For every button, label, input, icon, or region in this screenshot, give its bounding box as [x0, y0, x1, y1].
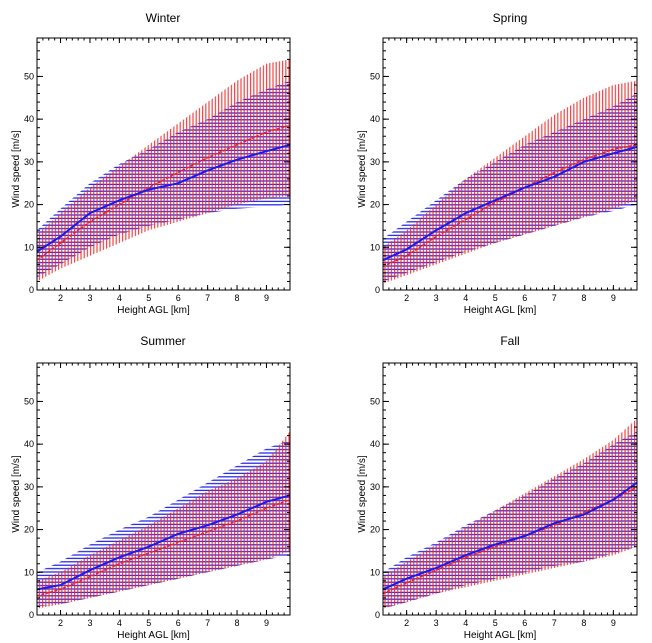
panel-spring: 2 3 4 5 6 7 8 9 0 10 20 30 40 50 Spring Height AGL [km]…: [357, 11, 638, 316]
x-tick-label: 2: [58, 293, 63, 303]
x-tick-label: 8: [235, 618, 240, 628]
x-tick-label: 3: [434, 618, 439, 628]
plot-area: [37, 431, 290, 609]
x-tick-label: 5: [146, 618, 151, 628]
y-tick-label: 10: [24, 242, 34, 252]
red-median-line: [37, 498, 290, 597]
y-tick-label: 40: [370, 114, 380, 124]
y-tick-label: 30: [24, 157, 34, 167]
y-axis-label: Wind speed [m/s]: [11, 130, 22, 207]
red-range-band: [37, 59, 290, 282]
axis-frame: [382, 362, 638, 616]
x-axis-label: Height AGL [km]: [117, 305, 190, 316]
axis-frame: [36, 37, 291, 291]
y-tick-label: 50: [370, 71, 380, 81]
x-tick-label: 3: [87, 618, 92, 628]
blue-median-line: [383, 145, 637, 262]
panel-winter: 2 3 4 5 6 7 8 9 0 10 20 30 40 50 Winter Height AGL [km]…: [11, 11, 291, 316]
x-axis-label: Height AGL [km]: [464, 630, 537, 641]
panel-summer: 2 3 4 5 6 7 8 9 0 10 20 30 40 50 Summer Height AGL [km]…: [11, 334, 291, 641]
x-tick-label: 5: [146, 293, 151, 303]
axis-frame: [36, 362, 291, 616]
x-tick-label: 2: [58, 618, 63, 628]
x-tick-label: 7: [552, 293, 557, 303]
plot-area: [383, 418, 637, 609]
y-axis-label: Wind speed [m/s]: [357, 130, 368, 207]
x-tick-label: 5: [493, 293, 498, 303]
y-tick-label: 50: [24, 396, 34, 406]
y-tick-label: 40: [370, 439, 380, 449]
panel-fall: 2 3 4 5 6 7 8 9 0 10 20 30 40 50 Fall Height AGL [km] Wi…: [357, 334, 638, 641]
x-tick-label: 7: [205, 293, 210, 303]
y-tick-label: 10: [370, 567, 380, 577]
red-range-band: [37, 431, 290, 609]
x-axis-label: Height AGL [km]: [464, 305, 537, 316]
x-tick-label: 9: [611, 618, 616, 628]
y-tick-label: 20: [24, 525, 34, 535]
x-tick-label: 7: [205, 618, 210, 628]
x-tick-label: 4: [463, 293, 468, 303]
panel-title: Spring: [493, 11, 528, 25]
x-tick-label: 4: [117, 293, 122, 303]
y-tick-label: 20: [370, 200, 380, 210]
x-axis-label: Height AGL [km]: [117, 630, 190, 641]
x-tick-label: 8: [581, 293, 586, 303]
plot-area: [383, 80, 637, 284]
y-axis-label: Wind speed [m/s]: [357, 455, 368, 532]
x-tick-label: 9: [611, 293, 616, 303]
blue-median-line: [383, 481, 637, 591]
x-tick-label: 6: [522, 618, 527, 628]
x-tick-label: 9: [264, 293, 269, 303]
y-tick-label: 50: [370, 396, 380, 406]
y-tick-label: 0: [375, 610, 380, 620]
x-tick-label: 2: [404, 293, 409, 303]
y-tick-label: 20: [24, 200, 34, 210]
x-tick-label: 6: [522, 293, 527, 303]
y-tick-label: 30: [370, 157, 380, 167]
y-tick-label: 10: [370, 242, 380, 252]
y-tick-label: 0: [29, 285, 34, 295]
x-tick-label: 4: [117, 618, 122, 628]
panel-title: Summer: [140, 334, 185, 348]
x-tick-label: 3: [434, 293, 439, 303]
x-tick-label: 9: [264, 618, 269, 628]
y-tick-label: 50: [24, 71, 34, 81]
y-tick-label: 30: [24, 482, 34, 492]
blue-median-line: [37, 494, 290, 591]
y-tick-label: 30: [370, 482, 380, 492]
red-median-line: [383, 486, 637, 595]
panel-title: Fall: [500, 334, 519, 348]
x-tick-label: 8: [235, 293, 240, 303]
x-tick-label: 2: [404, 618, 409, 628]
red-range-band: [383, 80, 637, 284]
x-tick-label: 7: [552, 618, 557, 628]
x-tick-label: 3: [87, 293, 92, 303]
x-tick-label: 6: [176, 293, 181, 303]
panel-title: Winter: [146, 11, 181, 25]
red-range-band: [383, 418, 637, 609]
x-tick-label: 6: [176, 618, 181, 628]
y-tick-label: 40: [24, 114, 34, 124]
y-tick-label: 10: [24, 567, 34, 577]
blue-median-line: [37, 143, 290, 253]
red-median-line: [37, 124, 290, 261]
y-tick-label: 0: [29, 610, 34, 620]
y-tick-label: 40: [24, 439, 34, 449]
axis-frame: [382, 37, 638, 291]
plot-area: [37, 59, 290, 282]
y-tick-label: 20: [370, 525, 380, 535]
x-tick-label: 8: [581, 618, 586, 628]
x-tick-label: 5: [493, 618, 498, 628]
y-tick-label: 0: [375, 285, 380, 295]
y-axis-label: Wind speed [m/s]: [11, 455, 22, 532]
x-tick-label: 4: [463, 618, 468, 628]
